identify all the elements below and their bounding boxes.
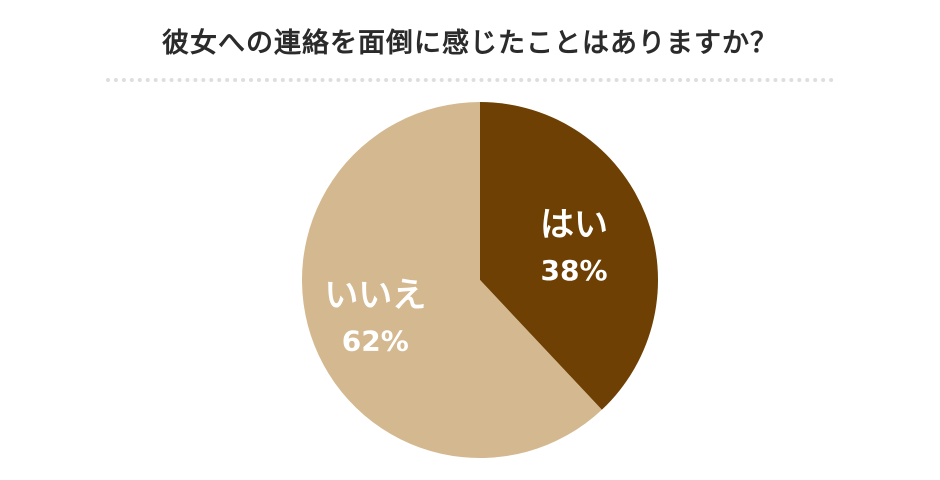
- chart-title: 彼女への連絡を面倒に感じたことはありますか？: [162, 28, 778, 59]
- pie-slices: [302, 102, 659, 458]
- slice-value-label-1: 38%: [541, 254, 608, 287]
- pie-slice-2: [302, 102, 602, 458]
- slice-label-1: はい: [540, 205, 608, 245]
- title-divider: [106, 78, 834, 82]
- pie-slice-1: [480, 102, 659, 410]
- slice-label-2: いいえ: [324, 276, 426, 316]
- slice-value-label-2: 62%: [342, 325, 409, 358]
- pie-labels: はい 38% いいえ 62%: [324, 205, 608, 358]
